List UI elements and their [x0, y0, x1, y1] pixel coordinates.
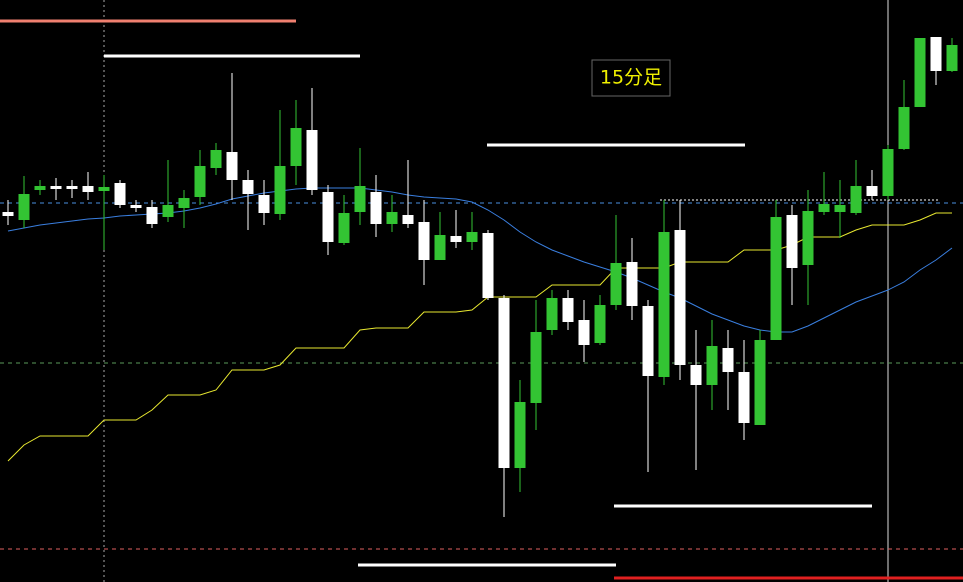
- candle-body: [626, 262, 638, 306]
- candle-body: [370, 192, 382, 224]
- candle-body: [450, 236, 462, 242]
- candle-body: [594, 305, 606, 343]
- candle-body: [66, 186, 78, 189]
- candle-body: [690, 365, 702, 385]
- candle-body: [226, 152, 238, 180]
- candle-body: [50, 186, 62, 189]
- candle-body: [642, 306, 654, 376]
- candle-body: [482, 233, 494, 298]
- candle-body: [562, 298, 574, 322]
- candle-body: [610, 263, 622, 305]
- candle-body: [706, 346, 718, 385]
- candle-body: [882, 149, 894, 196]
- candle-body: [402, 215, 414, 224]
- candle-body: [738, 372, 750, 423]
- candle-body: [722, 348, 734, 372]
- candle-body: [306, 130, 318, 190]
- candle-body: [194, 166, 206, 197]
- candle-body: [786, 215, 798, 268]
- candle-body: [274, 166, 286, 214]
- candle-body: [866, 186, 878, 196]
- candle-body: [466, 232, 478, 242]
- candle-body: [162, 205, 174, 217]
- candle-body: [946, 45, 958, 71]
- candle-body: [754, 340, 766, 425]
- chart-title: 15分足: [600, 67, 662, 89]
- candle-body: [290, 128, 302, 166]
- candle-body: [770, 217, 782, 340]
- title-box: [591, 59, 671, 97]
- candle-body: [210, 150, 222, 168]
- candle-body: [514, 402, 526, 468]
- candle-body: [386, 212, 398, 224]
- candle-body: [546, 298, 558, 330]
- candle-body: [146, 207, 158, 224]
- candle-body: [18, 194, 30, 220]
- candle-body: [578, 320, 590, 345]
- candle-body: [338, 213, 350, 243]
- candle-body: [834, 205, 846, 212]
- candle-body: [802, 211, 814, 265]
- candle-body: [178, 198, 190, 208]
- candle-body: [2, 212, 14, 216]
- candle-body: [322, 192, 334, 242]
- candle-body: [898, 107, 910, 149]
- candle-body: [418, 222, 430, 260]
- candle-body: [530, 332, 542, 403]
- candle-body: [34, 186, 46, 190]
- candle-body: [82, 186, 94, 192]
- candle-body: [242, 180, 254, 194]
- candle-body: [434, 235, 446, 260]
- candle-body: [914, 38, 926, 107]
- candle-body: [98, 187, 110, 191]
- candle-body: [930, 37, 942, 71]
- candle-body: [354, 186, 366, 212]
- candle-body: [818, 204, 830, 212]
- candle-body: [114, 183, 126, 205]
- candle-body: [130, 205, 142, 208]
- candle-body: [850, 186, 862, 213]
- candle-body: [258, 195, 270, 213]
- candle-body: [498, 298, 510, 468]
- candle-body: [658, 232, 670, 377]
- candle-body: [674, 230, 686, 365]
